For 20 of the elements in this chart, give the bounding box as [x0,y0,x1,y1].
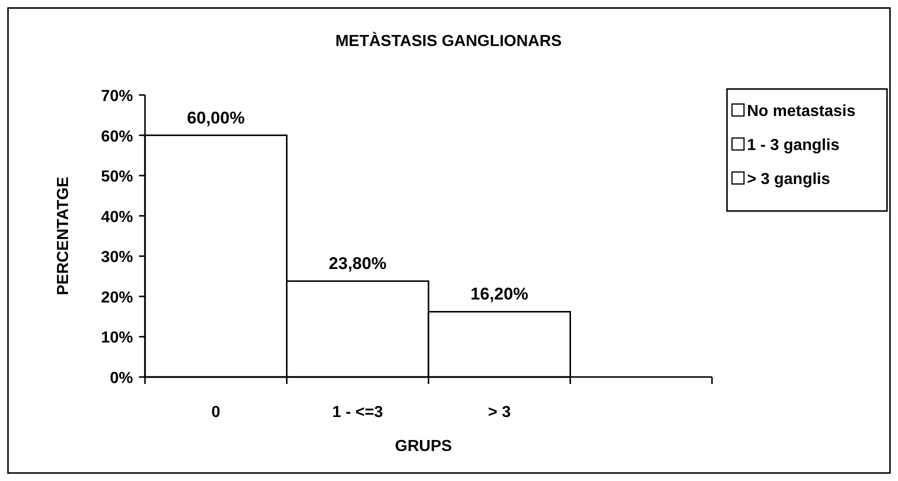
data-label: 60,00% [187,108,245,128]
legend-label: No metastasis [747,103,856,120]
y-tick-label: 20% [100,289,133,306]
legend-label: 1 - 3 ganglis [747,137,840,154]
legend-label: > 3 ganglis [747,171,830,188]
data-label: 16,20% [470,284,528,304]
y-tick-label: 10% [100,330,133,347]
chart-title: METÀSTASIS GANGLIONARS [335,31,562,50]
y-tick-label: 60% [100,128,133,146]
x-tick-label: 1 - <=3 [332,404,384,421]
y-tick-label: 0% [110,370,133,387]
y-tick-label: 50% [100,168,133,186]
y-tick-label: 70% [100,88,133,105]
x-tick-label: 0 [211,404,220,421]
data-label: 23,80% [328,254,386,274]
x-axis-title: GRUPS [395,438,452,455]
y-tick-label: 40% [100,208,133,226]
x-tick-label: > 3 [488,404,511,421]
y-tick-label: 30% [100,249,133,266]
y-axis-title: PERCENTATGE [55,176,72,296]
